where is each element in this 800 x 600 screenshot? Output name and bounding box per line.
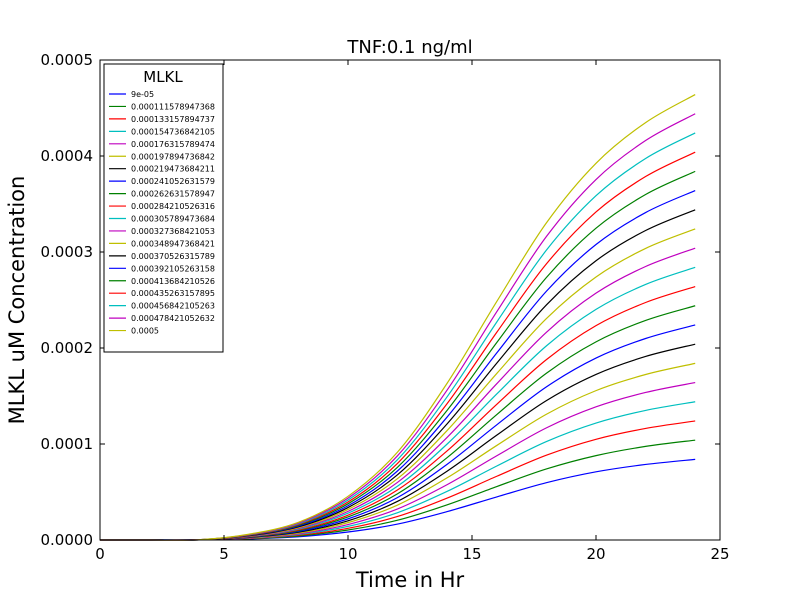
axis-ticks: 0 5 10 15 20 25 0.0000 0.0001 0.0002 0.0003 0.0004… bbox=[41, 51, 730, 563]
x-axis-label: Time in Hr bbox=[355, 568, 465, 592]
y-tick-label: 0.0002 bbox=[41, 339, 94, 357]
chart-title: TNF:0.1 ng/ml bbox=[346, 37, 472, 58]
legend-label: 0.000154736842105 bbox=[131, 127, 215, 136]
x-tick-label: 5 bbox=[219, 545, 229, 563]
legend-label: 0.000348947368421 bbox=[131, 239, 215, 248]
legend-label: 0.000241052631579 bbox=[131, 177, 215, 186]
legend-items: 9e-05 0.000111578947368 0.000133157894737 0… bbox=[109, 90, 215, 336]
plot-frame bbox=[99, 59, 721, 541]
legend-label: 0.000327368421053 bbox=[131, 227, 215, 236]
legend-box bbox=[103, 63, 224, 353]
legend-label: 0.000197894736842 bbox=[131, 152, 215, 161]
x-tick-label: 20 bbox=[586, 545, 605, 563]
x-tick-label: 0 bbox=[95, 545, 105, 563]
legend-label: 9e-05 bbox=[131, 90, 154, 99]
legend-label: 0.000176315789474 bbox=[131, 140, 215, 149]
x-tick-label: 25 bbox=[710, 545, 729, 563]
legend-title: MLKL bbox=[143, 68, 183, 86]
y-axis-label: MLKL uM Concentration bbox=[5, 176, 29, 425]
legend-label: 0.000370526315789 bbox=[131, 252, 215, 261]
y-tick-label: 0.0003 bbox=[41, 243, 94, 261]
legend-label: 0.000133157894737 bbox=[131, 115, 215, 124]
legend-label: 0.000392105263158 bbox=[131, 264, 215, 273]
y-tick-label: 0.0004 bbox=[41, 147, 94, 165]
y-tick-label: 0.0001 bbox=[41, 435, 94, 453]
x-tick-label: 15 bbox=[462, 545, 481, 563]
y-tick-label: 0.0000 bbox=[41, 531, 94, 549]
y-tick-label: 0.0005 bbox=[41, 51, 94, 69]
legend-label: 0.000305789473684 bbox=[131, 215, 215, 224]
legend-label: 0.000219473684211 bbox=[131, 165, 215, 174]
legend-label: 0.000262631578947 bbox=[131, 190, 215, 199]
legend-label: 0.000413684210526 bbox=[131, 277, 215, 286]
legend-label: 0.000435263157895 bbox=[131, 289, 215, 298]
legend-label: 0.0005 bbox=[131, 327, 159, 336]
legend: MLKL 9e-05 0.000111578947368 0.00013315789… bbox=[103, 63, 224, 353]
legend-label: 0.000478421052632 bbox=[131, 314, 215, 323]
legend-label: 0.000111578947368 bbox=[131, 102, 215, 111]
x-tick-label: 10 bbox=[338, 545, 357, 563]
legend-label: 0.000456842105263 bbox=[131, 302, 215, 311]
legend-label: 0.000284210526316 bbox=[131, 202, 215, 211]
